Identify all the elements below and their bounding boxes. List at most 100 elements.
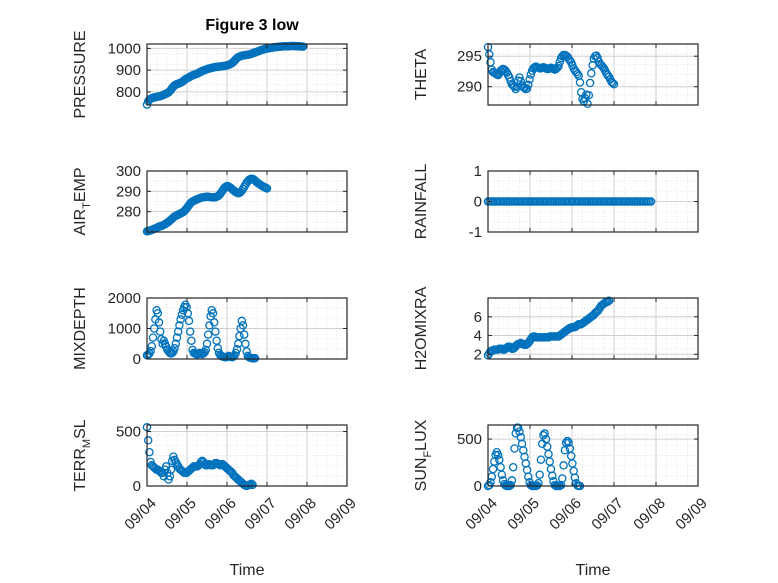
data-point bbox=[171, 339, 181, 349]
y-tick-label: 280 bbox=[116, 204, 141, 221]
data-point bbox=[566, 451, 576, 461]
data-point bbox=[250, 353, 260, 363]
data-point bbox=[211, 327, 220, 336]
y-axis-label-air_temp: AIRTEMP bbox=[72, 167, 93, 235]
data-point bbox=[488, 464, 498, 474]
data-point bbox=[501, 66, 510, 76]
data-point bbox=[241, 339, 250, 349]
data-point bbox=[201, 345, 211, 355]
y-axis-label-theta: THETA bbox=[413, 49, 430, 101]
grid-pressure bbox=[146, 44, 348, 105]
y-tick-label: 0 bbox=[133, 351, 141, 368]
data-point bbox=[143, 436, 153, 445]
data-point bbox=[506, 480, 515, 490]
y-tick-label: 0 bbox=[474, 194, 482, 211]
x-tick-label: 09/05 bbox=[161, 495, 200, 534]
axes-box-pressure bbox=[146, 43, 348, 106]
series-mixdepth bbox=[142, 300, 260, 363]
data-point bbox=[575, 78, 585, 87]
series-rainfall bbox=[483, 197, 656, 206]
panel-theta: 290 295 THETA bbox=[413, 42, 699, 109]
y-tick-label: 290 bbox=[116, 183, 141, 200]
data-point bbox=[584, 90, 594, 100]
series-theta bbox=[483, 42, 619, 109]
y-tick-label: 1000 bbox=[108, 321, 141, 338]
data-point bbox=[520, 452, 529, 462]
data-point bbox=[604, 296, 614, 306]
y-tick-label: 2000 bbox=[108, 290, 141, 307]
data-point bbox=[564, 438, 573, 448]
y-tick-label: 4 bbox=[474, 328, 482, 345]
x-axis-label-sun_flux: Time bbox=[576, 562, 611, 579]
x-axis-label-terr_msl: Time bbox=[230, 562, 265, 579]
data-point bbox=[522, 84, 532, 93]
data-point bbox=[563, 436, 572, 446]
data-point bbox=[148, 333, 158, 342]
x-tick-label: 09/07 bbox=[241, 495, 280, 534]
axes-box-sun_flux bbox=[487, 424, 699, 487]
axes-box-air_temp bbox=[146, 170, 348, 233]
figure-title: Figure 3 low bbox=[205, 17, 299, 34]
data-point bbox=[565, 56, 575, 65]
y-axis-label-mixdepth: MIXDEPTH bbox=[72, 287, 89, 370]
data-point bbox=[187, 336, 196, 345]
data-point bbox=[587, 69, 596, 78]
data-point bbox=[607, 77, 616, 87]
data-point bbox=[583, 99, 592, 109]
data-point bbox=[510, 444, 519, 453]
data-point bbox=[182, 302, 191, 312]
data-point bbox=[202, 339, 212, 349]
data-point bbox=[546, 464, 556, 474]
data-point bbox=[247, 479, 256, 489]
data-point bbox=[534, 478, 543, 488]
data-point bbox=[175, 321, 184, 330]
series-sun_flux bbox=[483, 423, 585, 491]
data-point bbox=[536, 455, 546, 464]
data-point bbox=[585, 78, 595, 88]
data-point bbox=[248, 480, 257, 490]
y-tick-label: 295 bbox=[457, 48, 482, 65]
data-point bbox=[185, 327, 195, 336]
axes-box-terr_msl bbox=[146, 424, 348, 487]
panel-sun_flux: 0 500 09/04 09/05 09/06 09/07 09/08 09/09 SUNFLU… bbox=[413, 419, 711, 579]
data-point bbox=[245, 480, 255, 490]
grid-h2omixra bbox=[487, 298, 699, 359]
data-point bbox=[540, 429, 549, 438]
data-point bbox=[544, 449, 553, 459]
y-tick-label: 2 bbox=[474, 346, 482, 363]
data-point bbox=[167, 348, 177, 358]
data-point bbox=[173, 327, 183, 336]
data-point bbox=[573, 69, 582, 79]
data-point bbox=[554, 61, 563, 71]
data-point bbox=[172, 333, 182, 342]
axes-box-theta bbox=[487, 43, 699, 106]
data-point bbox=[232, 344, 242, 354]
data-point bbox=[609, 80, 619, 89]
x-tick-label: 09/05 bbox=[504, 495, 543, 534]
y-tick-label: 800 bbox=[116, 84, 141, 101]
x-tick-label: 09/09 bbox=[672, 495, 711, 534]
y-axis-label-h2omixra: H2OMIXRA bbox=[413, 286, 430, 370]
data-point bbox=[525, 75, 534, 84]
panel-pressure: 800 900 1000 PRESSURE bbox=[72, 30, 348, 119]
data-point bbox=[155, 327, 165, 336]
grid-air_temp bbox=[146, 170, 348, 232]
y-tick-label: 6 bbox=[474, 309, 482, 326]
data-point bbox=[513, 423, 523, 433]
data-point bbox=[145, 447, 154, 457]
data-point bbox=[238, 321, 248, 330]
data-point bbox=[237, 316, 247, 326]
axes-box-h2omixra bbox=[487, 297, 699, 360]
data-point bbox=[209, 318, 219, 327]
panel-h2omixra: 24 6 H2OMIXRA bbox=[413, 286, 699, 370]
data-point bbox=[524, 472, 533, 481]
y-tick-label: 0 bbox=[133, 478, 141, 495]
data-point bbox=[603, 70, 612, 80]
data-point bbox=[176, 315, 185, 324]
data-point bbox=[570, 473, 580, 482]
y-tick-label: 900 bbox=[116, 62, 141, 79]
data-point bbox=[524, 80, 533, 90]
data-point bbox=[558, 474, 567, 483]
data-point bbox=[497, 470, 507, 479]
